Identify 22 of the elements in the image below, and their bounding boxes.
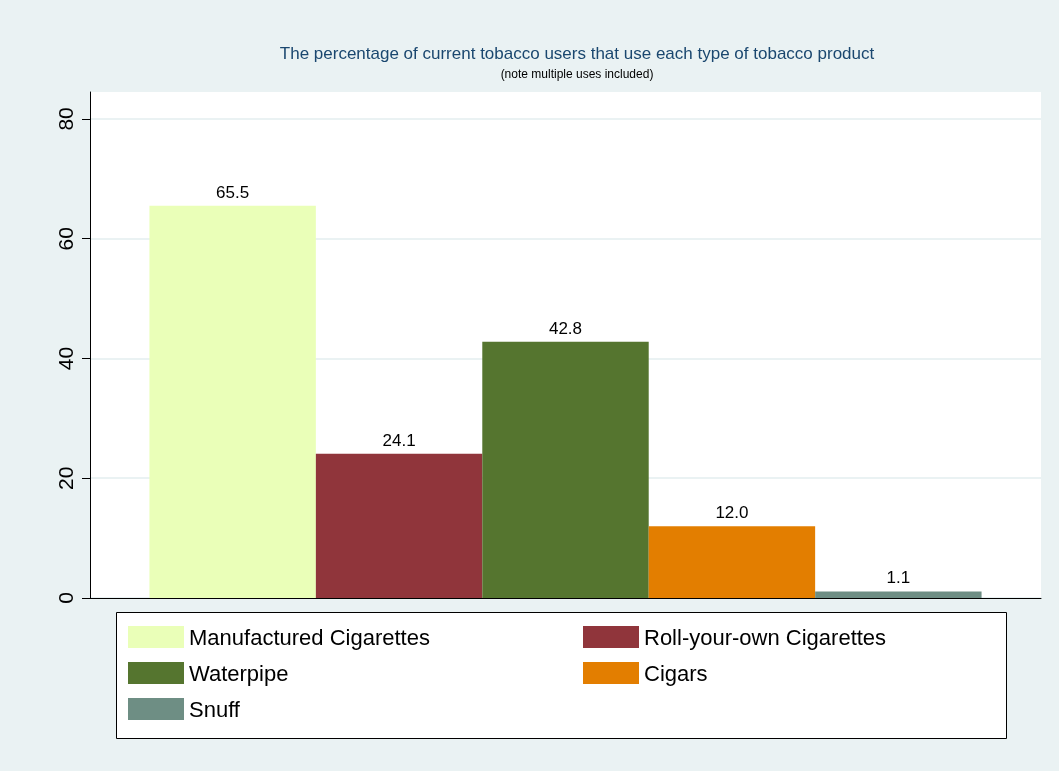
data-label: 12.0 xyxy=(715,503,749,523)
legend-label: Waterpipe xyxy=(189,660,289,686)
bar xyxy=(648,526,816,598)
y-tick-label: 0 xyxy=(54,592,77,604)
legend-label: Manufactured Cigarettes xyxy=(189,624,430,650)
bar xyxy=(815,591,982,598)
legend-label: Cigars xyxy=(644,660,708,686)
chart-subtitle: (note multiple uses included) xyxy=(500,67,654,81)
y-tick-label: 60 xyxy=(54,227,77,251)
data-label: 42.8 xyxy=(548,318,583,338)
data-label: 65.5 xyxy=(216,182,250,202)
bar xyxy=(482,341,649,598)
y-tick-label: 40 xyxy=(54,346,77,371)
bar xyxy=(315,453,483,598)
data-label: 1.1 xyxy=(886,568,911,588)
data-label: 24.1 xyxy=(382,430,416,450)
bar xyxy=(149,205,316,598)
chart-title: The percentage of current tobacco users that use each type of tobacco product xyxy=(279,44,875,63)
y-tick-label: 80 xyxy=(54,107,77,131)
y-tick-label: 20 xyxy=(54,466,77,490)
legend-label: Roll-your-own Cigarettes xyxy=(644,624,887,650)
legend-label: Snuff xyxy=(189,696,241,722)
